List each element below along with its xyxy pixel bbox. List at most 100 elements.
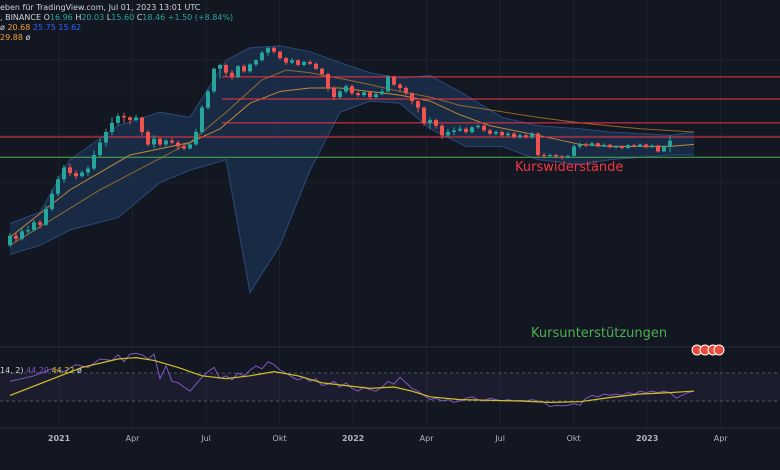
- candle-body: [626, 145, 630, 149]
- annotations: Kurswiderstände Kursunterstützungen: [515, 160, 667, 341]
- candle-body: [410, 93, 414, 102]
- ohlc-l: 15.60: [111, 13, 135, 22]
- candle-body: [572, 146, 576, 156]
- candle-body: [98, 142, 102, 155]
- candle-body: [38, 222, 42, 225]
- candle-body: [188, 144, 192, 149]
- candle-body: [194, 131, 198, 145]
- candle-body: [620, 146, 624, 149]
- candle-body: [446, 131, 450, 136]
- candle-body: [284, 58, 288, 63]
- bollinger-lower-line: [9, 100, 694, 294]
- candle-body: [386, 76, 390, 92]
- candle-body: [440, 125, 444, 136]
- flag-icon[interactable]: [713, 344, 725, 356]
- ohlc-o-label: O: [43, 13, 50, 22]
- candle-body: [182, 146, 186, 149]
- ohlc-o: 16.96: [49, 13, 73, 22]
- candle-body: [212, 68, 216, 92]
- candle-body: [332, 87, 336, 98]
- candle-body: [86, 168, 90, 173]
- candle-body: [452, 130, 456, 132]
- time-axis-label: Jul: [494, 434, 505, 443]
- candle-body: [632, 145, 636, 147]
- candle-body: [464, 128, 468, 132]
- bollinger-band-fill: [10, 45, 694, 293]
- candle-body: [230, 72, 234, 77]
- candlesticks: [8, 46, 672, 248]
- candle-body: [554, 154, 558, 157]
- candle-body: [644, 144, 648, 148]
- candle-body: [584, 144, 588, 146]
- rsi-value: 44.29: [26, 366, 49, 375]
- candle-body: [458, 128, 462, 131]
- candle-body: [578, 144, 582, 147]
- candle-body: [308, 61, 312, 64]
- candle-body: [32, 222, 36, 231]
- candle-body: [590, 143, 594, 146]
- candle-body: [224, 64, 228, 73]
- ohlc-c: 18.46: [142, 13, 166, 22]
- candle-body: [68, 167, 72, 174]
- candle-body: [368, 92, 372, 98]
- candle-body: [518, 135, 522, 138]
- candle-body: [14, 235, 18, 239]
- time-axis-label: Okt: [273, 434, 287, 443]
- candle-body: [344, 86, 348, 92]
- candle-body: [542, 154, 546, 156]
- candle-body: [350, 86, 354, 94]
- candle-body: [608, 144, 612, 148]
- candle-body: [140, 117, 144, 132]
- rsi-pane: [0, 352, 780, 408]
- candle-body: [272, 47, 276, 52]
- candle-body: [536, 133, 540, 155]
- candle-body: [158, 138, 162, 145]
- rsi-legend: 14, 2) 44.29 44.22 ø: [0, 366, 82, 376]
- rsi-params: 14, 2): [0, 366, 24, 375]
- candle-body: [80, 172, 84, 177]
- ohlc-l-label: L: [106, 13, 112, 22]
- candle-body: [614, 146, 618, 148]
- candle-body: [434, 120, 438, 126]
- candle-body: [92, 154, 96, 169]
- candle-body: [338, 91, 342, 98]
- time-axis-label: Apr: [714, 434, 729, 443]
- candle-body: [482, 125, 486, 131]
- rsi-ma-value: 44.22: [51, 366, 75, 375]
- candle-body: [146, 131, 150, 145]
- candle-body: [20, 231, 24, 239]
- candle-body: [476, 125, 480, 128]
- ohlc-legend: , BINANCE O16.96 H20.03 L15.60 C18.46 +1…: [0, 13, 233, 23]
- bb-lower-value: 15.62: [58, 23, 82, 32]
- bb-legend: ø 20.68 25.75 15.62: [0, 23, 81, 33]
- candle-body: [422, 107, 426, 123]
- candle-body: [56, 179, 60, 194]
- ma-legend: 29.88 ø: [0, 33, 30, 43]
- bollinger-bands: [9, 45, 695, 294]
- candle-body: [242, 66, 246, 72]
- candle-body: [206, 91, 210, 108]
- time-axis-label: Jul: [200, 434, 211, 443]
- resistance-annotation: Kurswiderstände: [515, 160, 623, 175]
- candle-body: [170, 140, 174, 143]
- moving-average-line: [9, 69, 695, 246]
- candle-body: [116, 116, 120, 123]
- candle-body: [62, 167, 66, 180]
- candle-body: [8, 235, 12, 246]
- candle-body: [668, 140, 672, 147]
- event-flags[interactable]: [691, 344, 725, 356]
- candle-body: [128, 117, 132, 121]
- candle-body: [638, 144, 642, 147]
- price-levels: [0, 76, 780, 158]
- candle-body: [512, 133, 516, 138]
- candle-body: [176, 142, 180, 147]
- candle-body: [74, 173, 78, 177]
- ohlc-change: +1.50 (+8.84%): [167, 13, 234, 22]
- candle-body: [596, 143, 600, 147]
- candle-body: [662, 146, 666, 152]
- candle-body: [566, 155, 570, 158]
- time-axis-label: Apr: [420, 434, 435, 443]
- candle-body: [248, 64, 252, 72]
